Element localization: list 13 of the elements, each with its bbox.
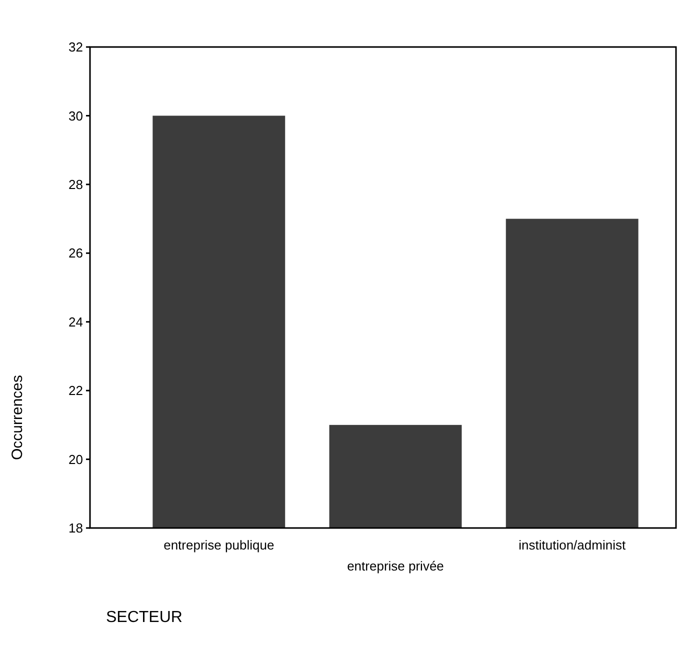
x-tick-label: entreprise privée [347,558,444,574]
y-axis-title: Occurrences [9,374,26,460]
y-tick-label: 24 [68,314,83,330]
x-tick-label: institution/administ [518,538,626,553]
y-tick-label: 28 [68,176,83,192]
x-tick-label: entreprise publique [164,538,274,553]
y-tick-label: 32 [68,40,83,55]
x-axis-title: SECTEUR [106,609,182,626]
y-tick-label: 22 [68,383,83,398]
y-tick-label: 18 [68,520,83,536]
y-tick-label: 30 [68,108,83,124]
y-tick-label: 26 [68,246,83,261]
y-tick-label: 20 [68,452,83,467]
